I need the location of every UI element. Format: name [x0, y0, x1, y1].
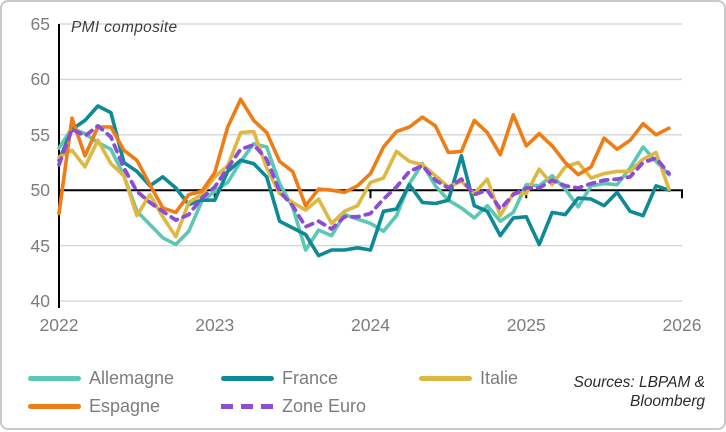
- legend-item-france: France: [221, 368, 419, 389]
- legend-label-zone-euro: Zone Euro: [282, 395, 367, 416]
- y-axis-tick-label-40: 40: [30, 291, 50, 311]
- y-axis-tick-label-60: 60: [30, 69, 50, 90]
- y-axis-tick-label-65: 65: [30, 14, 50, 34]
- sources-line-2: Bloomberg: [630, 392, 705, 410]
- x-axis-tick-label-2024: 2024: [351, 315, 390, 335]
- legend-label-allemagne: Allemagne: [89, 367, 175, 388]
- legend-swatch-france: [221, 375, 274, 381]
- chart-title: PMI composite: [71, 19, 178, 36]
- y-axis-tick-label-50: 50: [30, 180, 50, 201]
- legend-label-france: France: [282, 367, 339, 388]
- legend-label-italie: Italie: [480, 367, 519, 388]
- sources-note: Sources: LBPAM & Bloomberg: [573, 374, 705, 412]
- series-line-espagne: [57, 97, 671, 216]
- sources-line-1: Sources: LBPAM &: [573, 374, 705, 391]
- legend-item-espagne: Espagne: [28, 396, 221, 417]
- series-line-france: [57, 104, 671, 258]
- legend-label-espagne: Espagne: [89, 395, 161, 416]
- legend-swatch-allemagne: [28, 375, 81, 381]
- legend: Allemagne Espagne France Zone Euro Italie: [28, 364, 599, 420]
- x-axis-tick-label-2023: 2023: [195, 315, 235, 335]
- legend-item-zone-euro: Zone Euro: [221, 396, 419, 417]
- legend-swatch-zone-euro: [221, 403, 274, 409]
- y-axis-tick-label-45: 45: [30, 235, 50, 256]
- x-axis-tick-label-2026: 2026: [662, 315, 702, 335]
- legend-swatch-espagne: [28, 403, 81, 409]
- y-axis-tick-label-55: 55: [30, 124, 50, 145]
- legend-item-italie: Italie: [419, 368, 599, 389]
- series-line-allemagne: [57, 126, 671, 252]
- x-axis-tick-label-2022: 2022: [39, 315, 79, 335]
- x-axis-tick-label-2025: 2025: [506, 315, 546, 335]
- series-line-zone-euro: [57, 124, 671, 231]
- legend-item-allemagne: Allemagne: [28, 368, 221, 389]
- legend-swatch-italie: [419, 375, 472, 381]
